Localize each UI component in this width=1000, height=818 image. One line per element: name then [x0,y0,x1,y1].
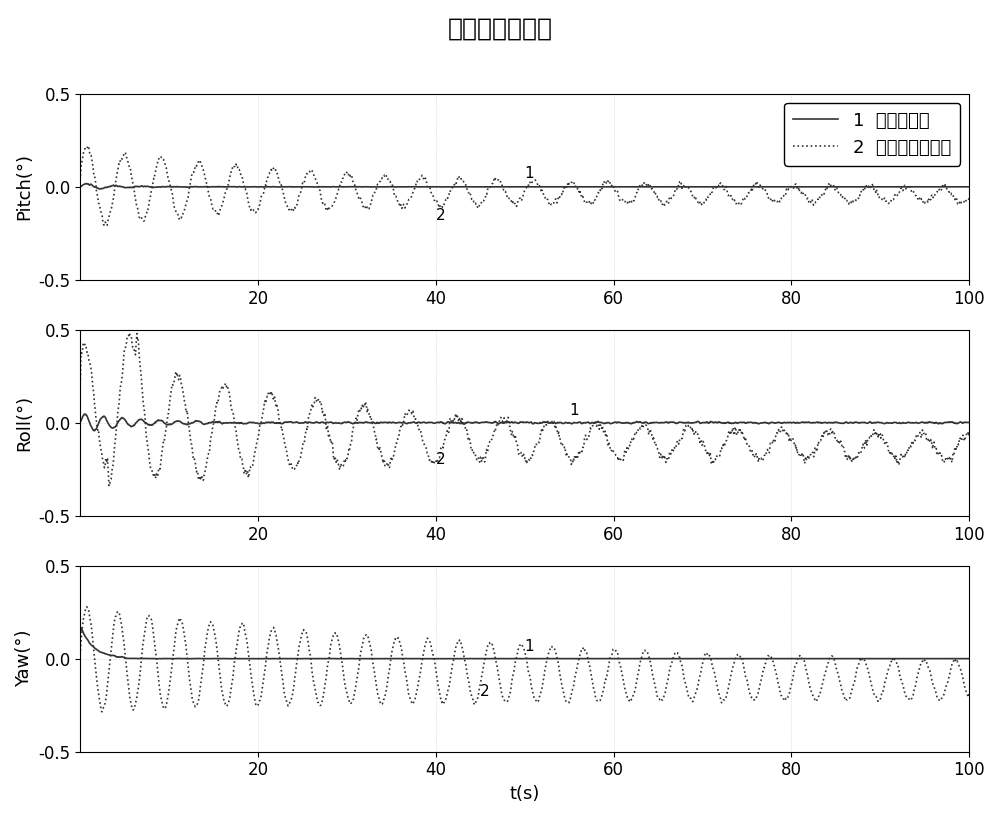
2  四元数误差模型 [74,375,86,384]
Text: 2: 2 [436,452,446,467]
1  双模型切换 [938,182,950,191]
1  双模型切换 [74,417,86,427]
2  四元数误差模型 [938,182,950,191]
2  四元数误差模型 [938,182,950,191]
Text: 1: 1 [525,165,534,181]
2  四元数误差模型 [484,639,496,649]
Text: 2: 2 [480,684,490,699]
2  四元数误差模型 [963,432,975,442]
1  双模型切换 [121,182,133,192]
1  双模型切换 [484,418,496,428]
2  四元数误差模型 [938,456,950,466]
2  四元数误差模型 [484,182,496,192]
1  双模型切换 [507,654,519,663]
2  四元数误差模型 [507,433,519,443]
1  双模型切换 [963,182,975,191]
1  双模型切换 [484,182,496,191]
2  四元数误差模型 [121,665,133,675]
1  双模型切换 [74,627,86,636]
2  四元数误差模型 [484,437,496,447]
Y-axis label: Roll(°): Roll(°) [15,394,33,451]
Line: 1  双模型切换: 1 双模型切换 [80,414,969,431]
2  四元数误差模型 [74,171,86,181]
2  四元数误差模型 [775,424,787,434]
1  双模型切换 [775,182,787,191]
Text: 2: 2 [436,209,446,223]
Legend: 1  双模型切换, 2  四元数误差模型: 1 双模型切换, 2 四元数误差模型 [784,103,960,166]
2  四元数误差模型 [81,602,93,612]
Line: 2  四元数误差模型: 2 四元数误差模型 [80,333,969,485]
2  四元数误差模型 [775,690,787,700]
2  四元数误差模型 [938,690,950,699]
2  四元数误差模型 [507,667,519,677]
1  双模型切换 [938,418,950,428]
Line: 2  四元数误差模型: 2 四元数误差模型 [80,607,969,712]
X-axis label: t(s): t(s) [510,785,540,803]
1  双模型切换 [938,654,950,663]
1  双模型切换 [963,417,975,427]
Text: 姿态角估计误差: 姿态角估计误差 [448,16,552,40]
1  双模型切换 [963,654,975,663]
1  双模型切换 [775,418,787,428]
1  双模型切换 [121,417,133,427]
2  四元数误差模型 [775,195,787,204]
1  双模型切换 [507,418,519,428]
2  四元数误差模型 [103,480,115,490]
2  四元数误差模型 [74,645,86,655]
1  双模型切换 [484,654,496,663]
1  双模型切换 [938,654,950,663]
2  四元数误差模型 [121,152,133,162]
1  双模型切换 [94,184,106,194]
Y-axis label: Pitch(°): Pitch(°) [15,153,33,220]
2  四元数误差模型 [507,198,519,208]
1  双模型切换 [775,654,787,663]
2  四元数误差模型 [938,457,950,467]
1  双模型切换 [75,623,87,633]
Text: 1: 1 [569,403,579,418]
2  四元数误差模型 [101,221,113,231]
2  四元数误差模型 [123,328,135,338]
Text: 1: 1 [525,639,534,654]
1  双模型切换 [938,418,950,428]
1  双模型切换 [151,654,163,663]
2  四元数误差模型 [96,707,108,717]
1  双模型切换 [938,182,950,191]
Line: 1  双模型切换: 1 双模型切换 [80,183,969,189]
2  四元数误差模型 [963,193,975,203]
Line: 1  双模型切换: 1 双模型切换 [80,628,969,658]
1  双模型切换 [88,426,100,436]
2  四元数误差模型 [938,688,950,698]
2  四元数误差模型 [963,689,975,699]
1  双模型切换 [507,182,519,191]
1  双模型切换 [120,654,132,663]
1  双模型切换 [78,409,90,419]
1  双模型切换 [74,182,86,191]
2  四元数误差模型 [82,141,94,151]
Line: 2  四元数误差模型: 2 四元数误差模型 [80,146,969,226]
2  四元数误差模型 [120,339,132,348]
Y-axis label: Yaw(°): Yaw(°) [15,630,33,687]
1  双模型切换 [81,178,93,188]
